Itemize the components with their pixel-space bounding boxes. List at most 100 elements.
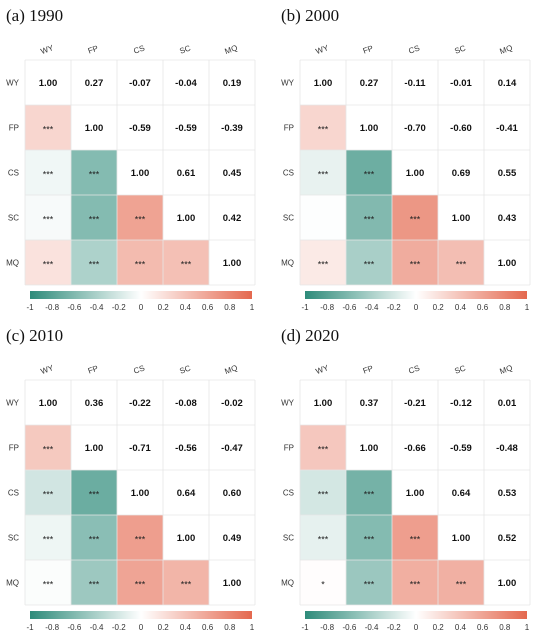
significance-label: *** [318,260,329,270]
significance-label: *** [364,170,375,180]
heatmap-cell [163,240,209,285]
diagonal-cell [300,60,346,105]
colorbar-tick: -0.2 [387,623,401,632]
value-cell [209,105,255,150]
significance-label: *** [43,215,54,225]
value-cell [209,150,255,195]
correlation-value: 0.27 [85,78,104,89]
colorbar-tick: 0.6 [202,623,214,632]
value-cell [484,60,530,105]
correlation-value: 0.52 [498,533,517,544]
column-header: MQ [224,363,239,376]
significance-label: *** [318,445,329,455]
value-cell [163,380,209,425]
significance-label: *** [89,535,100,545]
heatmap-cell [300,105,346,150]
diagonal-cell [300,380,346,425]
panel-title: (a) 1990 [6,6,64,25]
value-cell [163,60,209,105]
heatmap-cell [117,195,163,240]
colorbar-tick: -0.2 [112,623,126,632]
diagonal-cell [392,470,438,515]
heatmap-cell [25,195,71,240]
colorbar-tick: 0.4 [180,303,192,312]
colorbar-tick: -0.4 [365,303,379,312]
diagonal-cell [484,240,530,285]
correlation-value: -0.07 [129,78,151,89]
panel-title: (b) 2000 [281,6,340,25]
correlation-value: -0.70 [404,123,426,134]
correlation-value: -0.21 [404,398,426,409]
diagonal-value: 1.00 [85,123,104,134]
colorbar-tick: 1 [525,623,530,632]
row-label: WY [281,399,295,408]
diagonal-cell [117,470,163,515]
row-label: FP [284,124,294,133]
diagonal-value: 1.00 [406,488,425,499]
diagonal-value: 1.00 [314,78,333,89]
correlation-value: 0.61 [177,168,196,179]
heatmap-cell [71,560,117,605]
heatmap-cell [346,150,392,195]
colorbar-tick: 0.6 [202,303,214,312]
column-header: WY [315,43,331,56]
column-header: FP [87,364,100,376]
significance-label: *** [43,535,54,545]
column-header: FP [362,364,375,376]
value-cell [209,60,255,105]
significance-label: *** [135,260,146,270]
colorbar-tick: -1 [301,623,309,632]
correlation-value: -0.11 [404,78,426,89]
significance-label: *** [43,170,54,180]
row-label: SC [8,534,19,543]
colorbar-tick: -0.2 [387,303,401,312]
diagonal-value: 1.00 [177,533,196,544]
diagonal-value: 1.00 [498,578,517,589]
column-header: CS [407,364,421,376]
row-label: MQ [281,579,294,588]
significance-label: *** [364,260,375,270]
row-label: CS [8,169,19,178]
value-cell [392,60,438,105]
significance-label: *** [43,445,54,455]
correlation-value: 0.36 [85,398,104,409]
row-label: SC [8,214,19,223]
value-cell [117,425,163,470]
significance-label: *** [181,260,192,270]
diagonal-value: 1.00 [360,123,379,134]
heatmap-cell [117,515,163,560]
colorbar-tick: -1 [301,303,309,312]
row-label: SC [283,214,294,223]
panel-2000: (b) 2000 WY FP CS SC MQ WY FP CS SC MQ 1.00 0.27 -0.… [275,0,550,317]
significance-label: *** [181,580,192,590]
value-cell [484,105,530,150]
value-cell [209,195,255,240]
row-label: FP [9,444,19,453]
correlation-value: 0.53 [498,488,517,499]
colorbar-tick: -0.8 [45,303,59,312]
heatmap-cell [300,425,346,470]
value-cell [71,380,117,425]
correlation-value: -0.71 [129,443,151,454]
significance-label: *** [43,125,54,135]
colorbar [305,291,527,299]
significance-label: *** [410,580,421,590]
heatmap-cell [25,150,71,195]
column-header: WY [40,363,56,376]
diagonal-value: 1.00 [39,398,58,409]
colorbar-tick: -0.6 [68,623,82,632]
colorbar-tick: 0.6 [477,303,489,312]
value-cell [438,470,484,515]
diagonal-cell [209,240,255,285]
colorbar-tick: 0.2 [158,303,170,312]
colorbar-tick: 0 [414,303,419,312]
colorbar-tick: -1 [26,303,34,312]
column-header: CS [132,364,146,376]
correlation-value: 0.45 [223,168,242,179]
colorbar-tick: -0.6 [343,623,357,632]
heatmap-cell [117,560,163,605]
column-header: SC [178,43,192,55]
correlation-value: 0.64 [177,488,196,499]
row-label: CS [283,489,294,498]
value-cell [484,150,530,195]
